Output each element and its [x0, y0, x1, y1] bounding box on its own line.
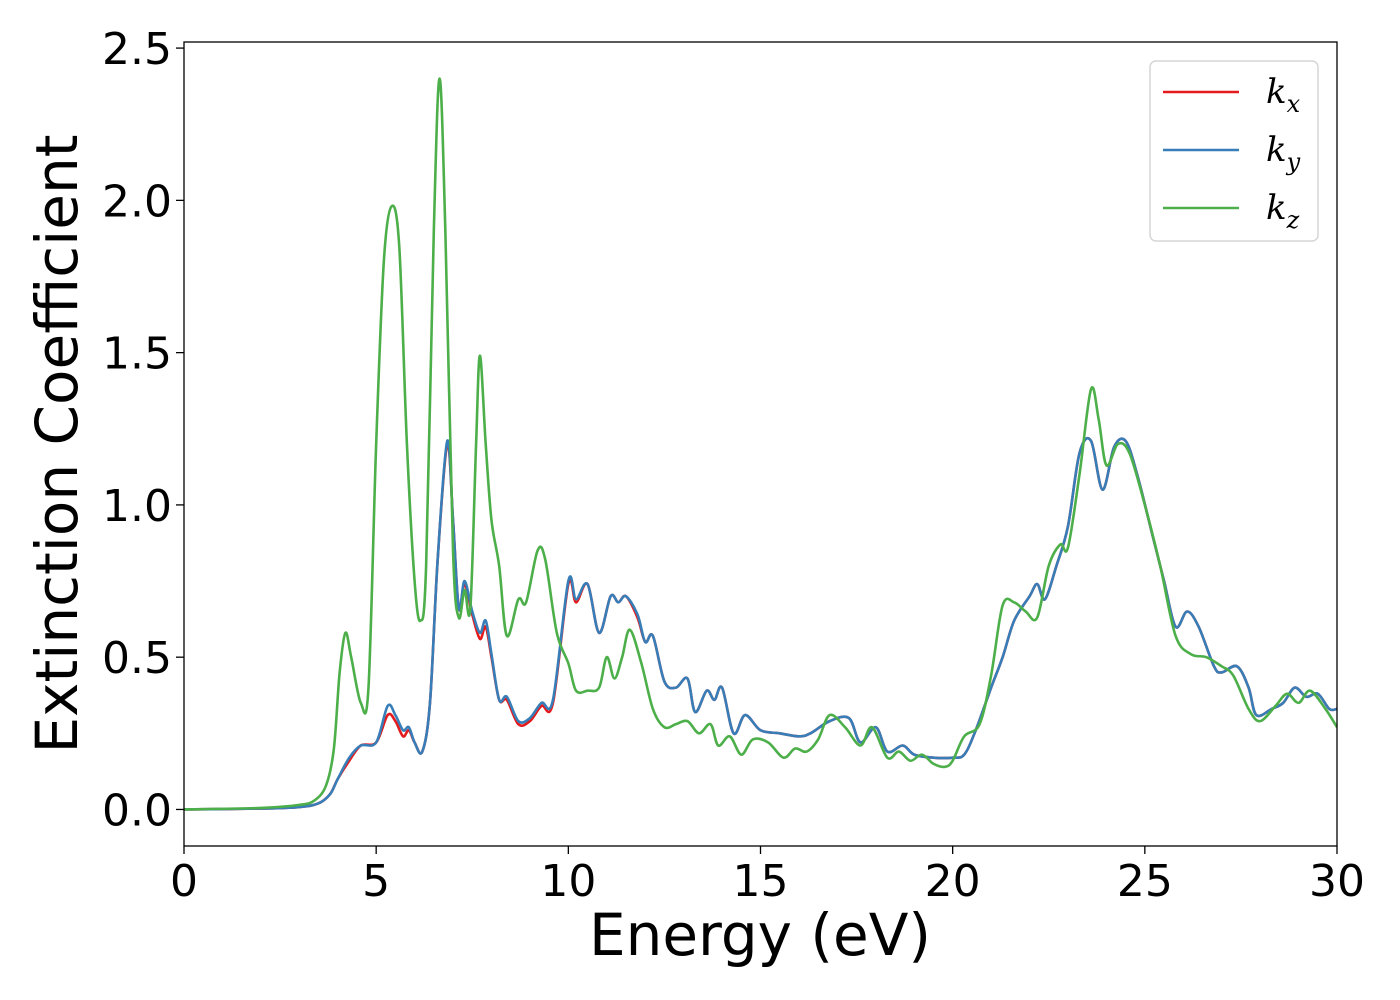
x-axis-ticks: 0 5 10 15 20 25 30	[170, 846, 1365, 907]
series-line-k-z	[184, 77, 1337, 811]
y-tick-label: 2.5	[102, 24, 172, 75]
x-tick-label: 30	[1309, 856, 1365, 907]
y-tick-label: 2.0	[102, 176, 172, 227]
x-tick-label: 15	[733, 856, 789, 907]
y-tick-label: 1.5	[102, 329, 172, 380]
y-axis-label: Extinction Coefficient	[23, 135, 91, 754]
x-tick-label: 10	[540, 856, 596, 907]
x-tick-label: 0	[170, 856, 198, 907]
series-layer	[184, 77, 1337, 811]
y-tick-label: 0.5	[102, 633, 172, 684]
plot-area	[183, 41, 1338, 847]
x-axis-label: Energy (eV)	[589, 901, 931, 969]
x-tick-label: 25	[1117, 856, 1173, 907]
x-tick-label: 5	[362, 856, 390, 907]
y-tick-label: 1.0	[102, 481, 172, 532]
x-tick-label: 20	[925, 856, 981, 907]
y-tick-label: 0.0	[102, 785, 172, 836]
y-axis-ticks: 0.0 0.5 1.0 1.5 2.0 2.5	[102, 24, 184, 836]
